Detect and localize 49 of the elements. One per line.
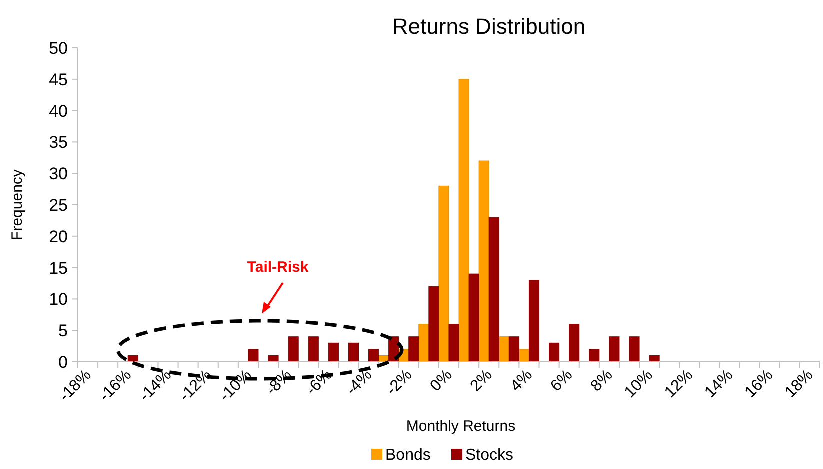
y-tick-label: 40: [49, 102, 68, 121]
y-tick-label: 5: [58, 322, 68, 341]
y-tick-label: 50: [49, 38, 68, 58]
bar: [488, 217, 500, 362]
bar: [629, 336, 640, 362]
x-tick-label: 14%: [702, 366, 737, 402]
bar: [418, 324, 430, 362]
bar: [609, 336, 620, 362]
bar: [408, 336, 420, 362]
bar: [268, 355, 279, 362]
bar: [549, 342, 560, 362]
bar: [649, 355, 660, 362]
y-tick-label: 20: [49, 227, 68, 246]
y-axis-title: Frequency: [9, 169, 26, 240]
y-tick-label: 15: [49, 258, 68, 278]
x-tick-label: 8%: [588, 366, 616, 396]
x-tick-label: -2%: [384, 366, 416, 399]
bar: [428, 286, 440, 362]
y-tick-label: 0: [58, 352, 68, 372]
bar: [468, 274, 480, 362]
x-tick-label: 6%: [548, 366, 576, 396]
bar: [448, 324, 460, 362]
bar: [478, 160, 490, 362]
bar: [328, 342, 339, 362]
bar: [308, 336, 319, 362]
x-tick-label: 2%: [468, 366, 496, 396]
bar: [569, 324, 580, 362]
bar: [438, 186, 450, 362]
bar: [589, 349, 600, 362]
chart-title: Returns Distribution: [392, 14, 586, 39]
bar: [288, 336, 299, 362]
y-tick-label: 25: [49, 196, 68, 215]
x-tick-label: -4%: [343, 366, 376, 399]
x-tick-label: 4%: [508, 366, 536, 396]
bar: [248, 349, 259, 362]
x-tick-label: 0%: [427, 366, 456, 396]
bar: [508, 336, 520, 362]
bar: [458, 79, 470, 362]
annotation: Tail-Risk: [247, 259, 310, 276]
y-tick-label: 35: [49, 133, 68, 152]
bar: [348, 342, 360, 362]
bar: [528, 280, 540, 362]
y-tick-label: 10: [49, 290, 68, 310]
y-tick-label: 45: [49, 70, 68, 90]
legend-label: Bonds: [386, 447, 431, 464]
x-axis-title: Monthly Returns: [406, 418, 516, 435]
bar: [368, 349, 380, 362]
y-tick-label: 30: [49, 164, 68, 184]
legend-label: Stocks: [466, 447, 514, 464]
